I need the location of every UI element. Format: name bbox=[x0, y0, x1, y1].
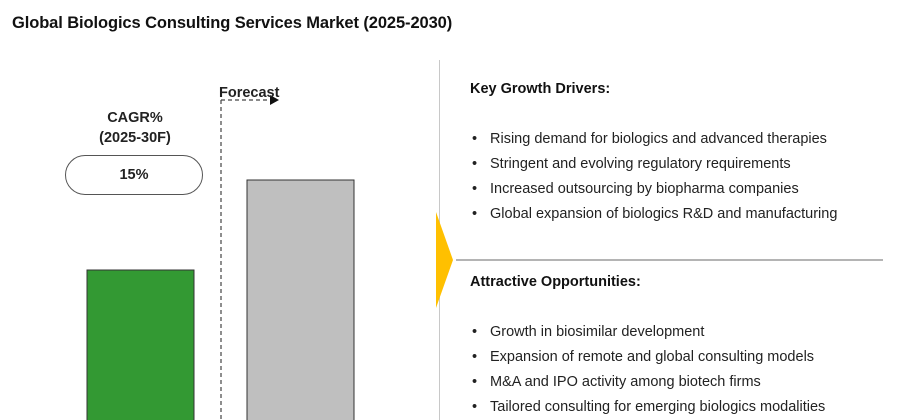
forecast-arrow-head bbox=[270, 95, 279, 105]
list-item: M&A and IPO activity among biotech firms bbox=[472, 370, 825, 395]
forecast-label: Forecast bbox=[219, 85, 280, 101]
bar-forecast bbox=[246, 179, 355, 420]
list-item: Expansion of remote and global consultin… bbox=[472, 345, 825, 370]
page-title: Global Biologics Consulting Services Mar… bbox=[12, 14, 453, 32]
list-item: Stringent and evolving regulatory requir… bbox=[472, 152, 837, 177]
chevron-right-icon bbox=[436, 212, 453, 308]
cagr-heading-line1: CAGR% bbox=[107, 110, 163, 126]
key-growth-drivers-heading: Key Growth Drivers: bbox=[470, 81, 611, 97]
market-bar-chart bbox=[86, 95, 355, 420]
cagr-value-pill: 15% bbox=[65, 155, 203, 195]
bar-actual bbox=[86, 269, 195, 420]
key-growth-drivers-list: Rising demand for biologics and advanced… bbox=[472, 127, 837, 227]
list-item: Tailored consulting for emerging biologi… bbox=[472, 395, 825, 420]
section-divider bbox=[456, 259, 883, 261]
list-item: Increased outsourcing by biopharma compa… bbox=[472, 177, 837, 202]
list-item: Rising demand for biologics and advanced… bbox=[472, 127, 837, 152]
cagr-heading-line2: (2025-30F) bbox=[99, 130, 171, 146]
attractive-opportunities-list: Growth in biosimilar development Expansi… bbox=[472, 320, 825, 420]
list-item: Global expansion of biologics R&D and ma… bbox=[472, 202, 837, 227]
attractive-opportunities-heading: Attractive Opportunities: bbox=[470, 274, 641, 290]
cagr-heading: CAGR% (2025-30F) bbox=[75, 108, 195, 148]
list-item: Growth in biosimilar development bbox=[472, 320, 825, 345]
